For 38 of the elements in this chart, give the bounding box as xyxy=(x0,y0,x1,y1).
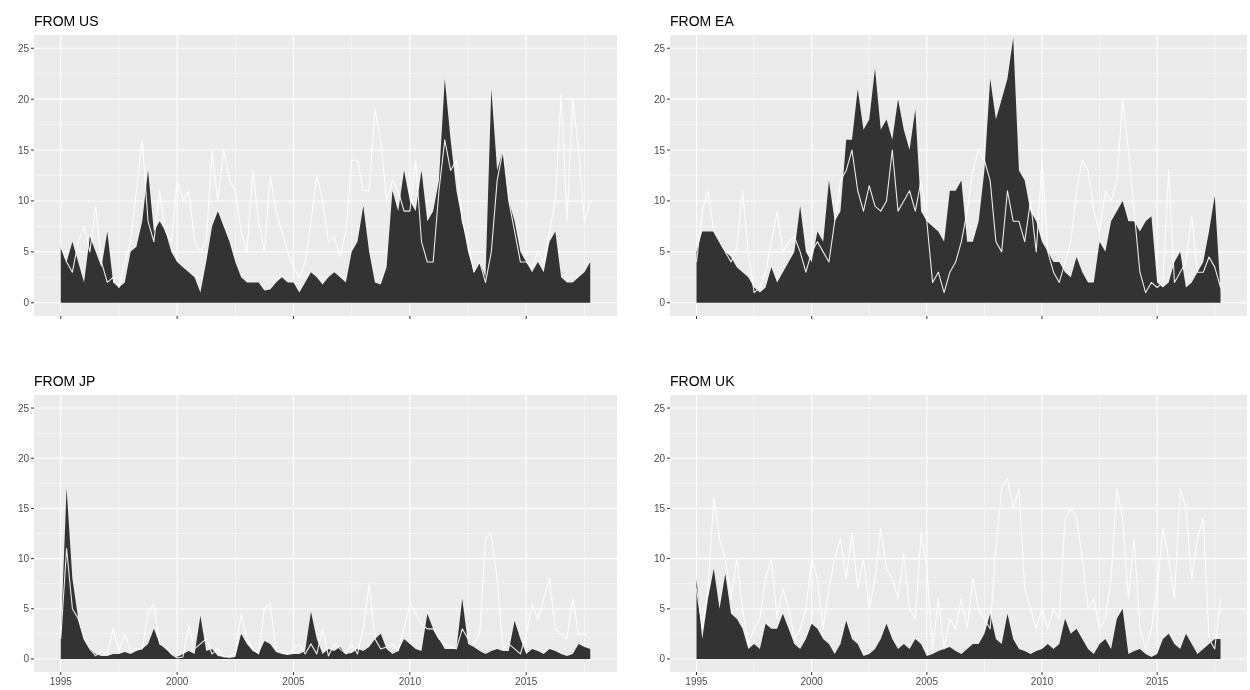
x-tick-label: 2010 xyxy=(398,676,422,687)
y-tick-label: 20 xyxy=(653,452,666,464)
y-tick-label: 25 xyxy=(653,402,666,414)
x-tick-label: 2005 xyxy=(915,676,939,687)
y-tick-label: 10 xyxy=(17,553,30,565)
x-tick-label: 1995 xyxy=(685,676,709,687)
y-tick-label: 25 xyxy=(17,42,30,54)
y-tick-label: 25 xyxy=(653,42,666,54)
chart-title: FROM UK xyxy=(670,373,736,389)
y-tick-label: 15 xyxy=(653,502,666,514)
y-tick-label: 10 xyxy=(653,553,666,565)
y-tick-label: 0 xyxy=(23,297,30,309)
y-tick-label: 0 xyxy=(23,653,30,665)
x-tick-label: 1995 xyxy=(49,676,73,687)
chart-title: FROM EA xyxy=(670,13,735,29)
y-tick-label: 5 xyxy=(659,603,666,615)
y-tick-label: 15 xyxy=(653,144,666,156)
x-tick-label: 2000 xyxy=(800,676,824,687)
y-tick-label: 0 xyxy=(659,297,666,309)
y-tick-label: 20 xyxy=(17,93,30,105)
chart-title: FROM JP xyxy=(34,373,96,389)
y-tick-label: 20 xyxy=(17,452,30,464)
y-tick-label: 0 xyxy=(659,653,666,665)
x-tick-label: 2005 xyxy=(282,676,306,687)
y-tick-label: 15 xyxy=(17,502,30,514)
y-tick-label: 5 xyxy=(659,246,666,258)
chart-title: FROM US xyxy=(34,13,99,29)
y-tick-label: 25 xyxy=(17,402,30,414)
y-tick-label: 5 xyxy=(23,603,30,615)
y-tick-label: 5 xyxy=(23,246,30,258)
x-tick-label: 2015 xyxy=(1146,676,1169,687)
x-tick-label: 2015 xyxy=(515,676,538,687)
y-tick-label: 15 xyxy=(17,144,30,156)
y-tick-label: 20 xyxy=(653,93,666,105)
x-tick-label: 2000 xyxy=(166,676,189,687)
y-tick-label: 10 xyxy=(17,195,30,207)
x-tick-label: 2010 xyxy=(1030,676,1054,687)
y-tick-label: 10 xyxy=(653,195,666,207)
